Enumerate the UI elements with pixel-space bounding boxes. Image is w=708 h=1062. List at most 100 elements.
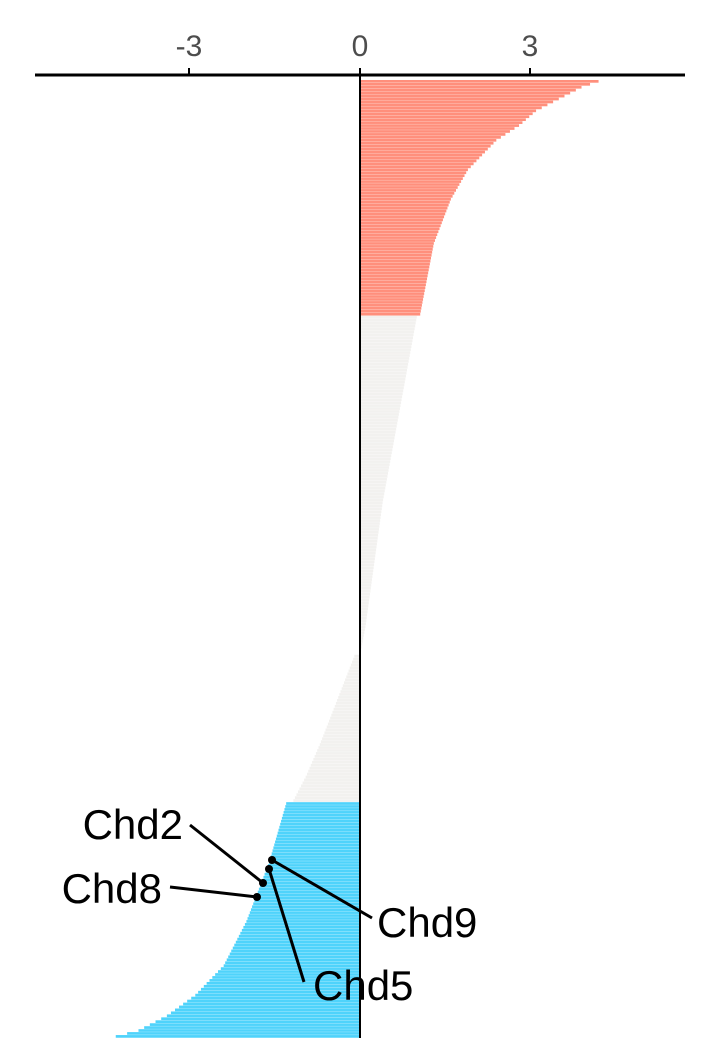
bar xyxy=(360,466,390,469)
bar xyxy=(260,884,360,888)
bar xyxy=(294,796,360,799)
bar xyxy=(360,227,440,231)
bar xyxy=(360,625,366,629)
bar xyxy=(360,330,415,334)
bar xyxy=(281,819,360,823)
bar xyxy=(334,704,360,708)
bar xyxy=(360,236,437,239)
bar xyxy=(360,401,402,404)
bar xyxy=(297,790,360,794)
bar xyxy=(306,772,360,776)
bar xyxy=(360,256,431,260)
bar xyxy=(342,684,360,687)
bar xyxy=(360,566,374,570)
bar xyxy=(360,180,462,183)
bar xyxy=(360,100,554,104)
bar xyxy=(329,719,360,723)
bar xyxy=(360,592,370,596)
bar xyxy=(360,91,571,95)
bar xyxy=(360,286,426,290)
bar xyxy=(360,118,526,122)
bar xyxy=(360,274,428,278)
bar xyxy=(335,701,360,705)
bar xyxy=(360,133,506,136)
bar xyxy=(337,699,360,702)
bar xyxy=(360,233,438,236)
bar xyxy=(360,112,533,116)
bar xyxy=(360,345,412,348)
bar xyxy=(360,224,441,228)
bar xyxy=(360,395,403,399)
chd9-label: Chd9 xyxy=(377,899,477,946)
bar xyxy=(360,498,384,502)
bar xyxy=(272,849,360,853)
bar xyxy=(360,333,414,337)
bar xyxy=(284,808,360,811)
bar xyxy=(360,522,380,525)
bar xyxy=(360,215,445,219)
bar xyxy=(360,637,364,640)
bar xyxy=(264,872,360,876)
bar xyxy=(267,864,360,867)
bar xyxy=(360,584,372,587)
bar xyxy=(360,407,400,410)
bar xyxy=(324,731,360,735)
bar xyxy=(360,365,408,369)
bar xyxy=(360,239,435,242)
bar xyxy=(360,298,424,301)
chd8-leader xyxy=(169,885,258,899)
bar xyxy=(360,472,388,475)
bar xyxy=(360,383,405,387)
bar xyxy=(360,174,465,178)
bar xyxy=(360,519,381,522)
bar xyxy=(206,981,360,985)
bar xyxy=(360,451,392,455)
bar xyxy=(274,843,360,847)
bar xyxy=(187,999,360,1003)
bar xyxy=(360,640,363,643)
bar xyxy=(360,539,378,543)
bar xyxy=(360,362,409,366)
bar xyxy=(360,136,501,139)
bar xyxy=(238,934,360,938)
bar xyxy=(360,445,393,449)
bar xyxy=(360,292,425,295)
bar xyxy=(360,589,371,593)
bar xyxy=(275,837,360,841)
bar xyxy=(360,557,375,561)
bar xyxy=(220,967,360,970)
bar xyxy=(360,398,402,402)
bar xyxy=(360,528,379,531)
bar xyxy=(312,760,360,764)
bar xyxy=(360,221,442,225)
bar xyxy=(326,725,360,729)
bar xyxy=(360,209,447,213)
bar xyxy=(360,138,497,142)
bar xyxy=(360,248,433,251)
bar xyxy=(218,970,360,973)
bar xyxy=(256,893,360,897)
bar xyxy=(339,693,360,696)
bar xyxy=(360,430,396,434)
bar xyxy=(360,516,381,519)
bar xyxy=(166,1014,360,1018)
bar xyxy=(278,828,360,832)
bar xyxy=(170,1011,360,1015)
bar xyxy=(360,212,446,216)
bar xyxy=(360,94,565,98)
bar xyxy=(360,613,368,617)
bar xyxy=(360,416,399,419)
bar xyxy=(200,987,360,991)
bar xyxy=(161,1017,360,1021)
bar xyxy=(360,575,373,578)
bar xyxy=(360,168,468,172)
bar xyxy=(360,259,431,263)
bar xyxy=(360,480,387,484)
bar xyxy=(285,805,360,808)
bar xyxy=(360,560,375,564)
bar xyxy=(338,696,360,699)
bar xyxy=(360,477,387,481)
bar xyxy=(360,410,400,413)
bar xyxy=(347,672,360,676)
